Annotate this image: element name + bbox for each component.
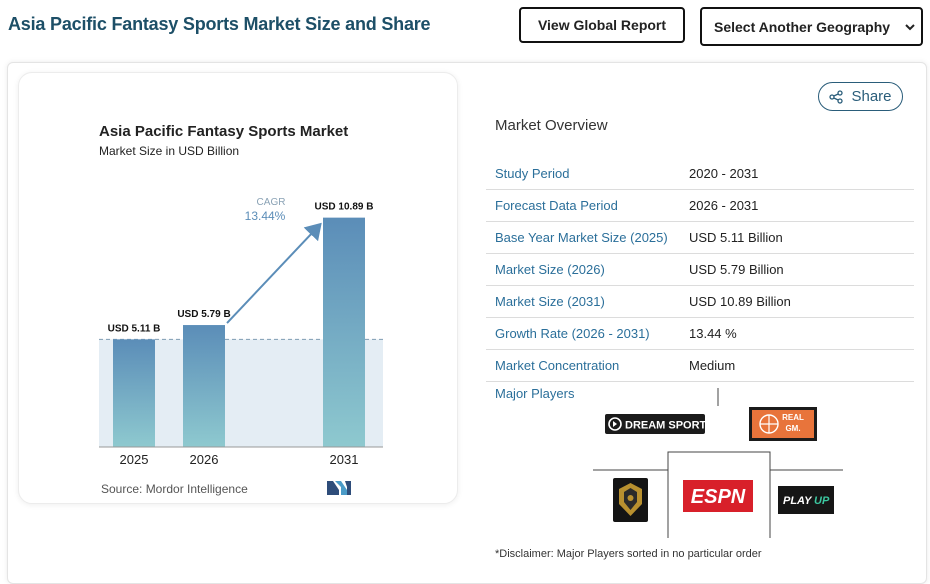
major-players-logos: DREAM SPORTS REAL GM. ESPN PLAY UP [593, 388, 843, 538]
playup-logo: PLAY UP [778, 486, 834, 514]
overview-label[interactable]: Base Year Market Size (2025) [495, 230, 668, 245]
svg-text:PLAY: PLAY [783, 495, 813, 507]
dream-sports-logo: DREAM SPORTS [605, 414, 714, 434]
x-tick-2025: 2025 [120, 452, 149, 467]
bar-2031 [323, 217, 365, 447]
overview-value: 2026 - 2031 [689, 198, 759, 213]
overview-label[interactable]: Growth Rate (2026 - 2031) [495, 326, 650, 341]
overview-value: USD 5.79 Billion [689, 262, 784, 277]
chevron-down-icon [905, 24, 915, 31]
market-overview-table: Study Period 2020 - 2031 Forecast Data P… [486, 158, 914, 382]
view-global-report-button[interactable]: View Global Report [519, 7, 685, 43]
espn-logo: ESPN [683, 480, 753, 512]
overview-row-base-year: Base Year Market Size (2025) USD 5.11 Bi… [486, 222, 914, 254]
real-gm-logo: REAL GM. [749, 407, 817, 441]
overview-value: USD 5.11 Billion [689, 230, 783, 245]
overview-label[interactable]: Market Size (2026) [495, 262, 605, 277]
bar-2026 [183, 325, 225, 447]
svg-text:REAL: REAL [782, 413, 804, 422]
data-label-2025: USD 5.11 B [108, 323, 161, 334]
overview-value: 13.44 % [689, 326, 737, 341]
market-size-chart: Asia Pacific Fantasy Sports Market Marke… [99, 123, 383, 496]
svg-text:GM.: GM. [785, 424, 800, 433]
major-players-title[interactable]: Major Players [495, 386, 575, 401]
share-button[interactable]: Share [818, 82, 903, 111]
cagr-label: CAGR [257, 197, 286, 208]
overview-row-forecast-period: Forecast Data Period 2026 - 2031 [486, 190, 914, 222]
overview-value: 2020 - 2031 [689, 166, 759, 181]
svg-text:ESPN: ESPN [691, 486, 746, 508]
overview-row-market-size-2026: Market Size (2026) USD 5.79 Billion [486, 254, 914, 286]
overview-value: Medium [689, 358, 736, 373]
overview-label[interactable]: Forecast Data Period [495, 198, 618, 213]
x-tick-2026: 2026 [190, 452, 219, 467]
overview-row-study-period: Study Period 2020 - 2031 [486, 158, 914, 190]
svg-text:DREAM SPORTS: DREAM SPORTS [625, 420, 714, 432]
overview-row-market-size-2031: Market Size (2031) USD 10.89 Billion [486, 286, 914, 318]
mordor-logo [327, 481, 351, 495]
overview-label[interactable]: Market Size (2031) [495, 294, 605, 309]
chart-subtitle: Market Size in USD Billion [99, 144, 239, 158]
team-badge-logo [613, 478, 648, 522]
svg-text:UP: UP [814, 495, 830, 507]
overview-label[interactable]: Study Period [495, 166, 570, 181]
data-label-2026: USD 5.79 B [177, 309, 230, 320]
share-icon [829, 89, 844, 104]
overview-row-concentration: Market Concentration Medium [486, 350, 914, 382]
share-label: Share [851, 88, 892, 105]
cagr-arrow [226, 222, 322, 324]
select-geography-label: Select Another Geography [714, 18, 891, 35]
chart-source: Source: Mordor Intelligence [101, 482, 248, 496]
players-disclaimer: *Disclaimer: Major Players sorted in no … [495, 548, 762, 560]
chart-panel: Asia Pacific Fantasy Sports Market Marke… [18, 72, 458, 504]
page-title: Asia Pacific Fantasy Sports Market Size … [8, 14, 431, 34]
overview-label[interactable]: Market Concentration [495, 358, 620, 373]
market-overview-title: Market Overview [495, 117, 608, 134]
data-label-2031: USD 10.89 B [315, 202, 374, 213]
x-tick-2031: 2031 [330, 452, 359, 467]
cagr-value: 13.44% [245, 209, 286, 223]
select-geography-dropdown[interactable]: Select Another Geography [700, 7, 923, 46]
overview-value: USD 10.89 Billion [689, 294, 791, 309]
bar-2025 [113, 339, 155, 447]
chart-title: Asia Pacific Fantasy Sports Market [99, 123, 348, 140]
overview-row-growth-rate: Growth Rate (2026 - 2031) 13.44 % [486, 318, 914, 350]
